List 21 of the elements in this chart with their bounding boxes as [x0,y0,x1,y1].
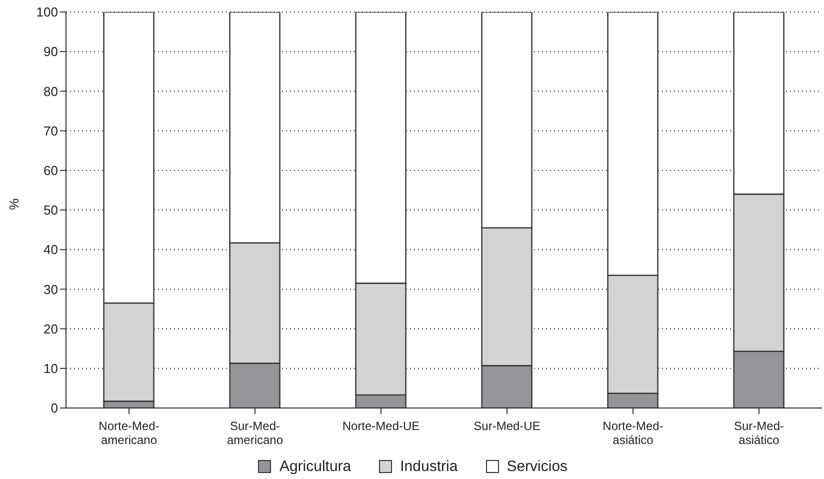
y-tick-label: 100 [36,4,58,20]
y-tick-label: 20 [44,321,58,336]
y-tick-label: 50 [44,202,58,218]
legend-label: Servicios [506,458,568,475]
y-tick-label: 60 [44,163,58,178]
legend-label: Industria [399,458,458,475]
y-tick-label: 70 [44,123,58,138]
x-tick-label: Norte-Med-asiático [602,419,664,447]
y-axis-title: % [6,198,22,210]
x-tick-label: Sur-Med-americano [226,419,284,447]
x-tick-label: Norte-Med-UE [342,419,420,433]
x-tick-label: Sur-Med-asiático [734,419,784,447]
y-tick-label: 90 [44,44,58,60]
y-tick-label: 30 [44,282,58,297]
x-tick-label: Norte-Med-americano [98,419,160,447]
x-tick-label: Sur-Med-UE [474,419,540,433]
y-tick-label: 10 [44,361,58,376]
y-tick-label: 0 [50,400,58,416]
legend-label: Agricultura [278,458,352,475]
y-tick-label: 80 [44,84,58,99]
y-tick-label: 40 [44,242,58,258]
